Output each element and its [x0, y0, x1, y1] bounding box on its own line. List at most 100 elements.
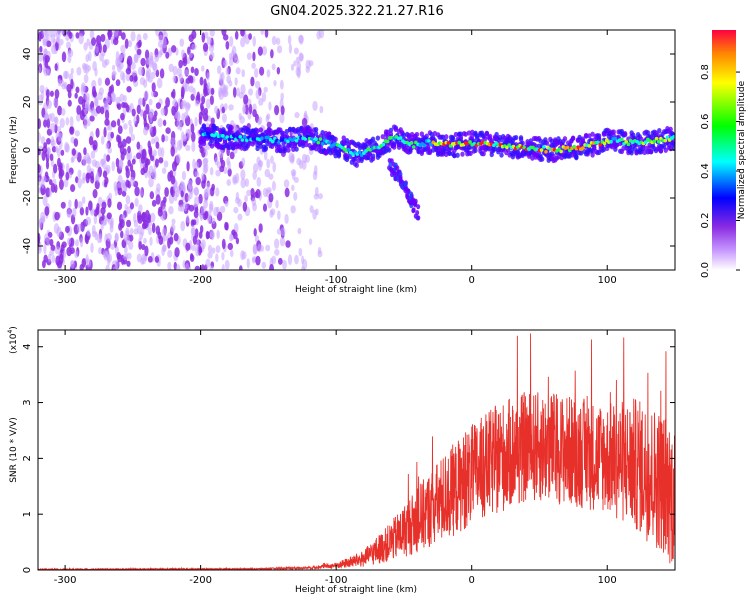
- ridge-mark: [320, 142, 325, 146]
- noise-speck: [141, 148, 147, 160]
- noise-speck: [136, 104, 141, 115]
- noise-speck: [276, 228, 282, 235]
- noise-speck: [194, 265, 201, 270]
- noise-speck: [139, 77, 146, 86]
- ridge-mark: [357, 150, 362, 155]
- noise-speck: [211, 217, 216, 225]
- noise-speck: [186, 215, 190, 224]
- noise-speck: [194, 161, 199, 170]
- noise-speck: [254, 67, 259, 78]
- x-tick-label: -300: [54, 275, 77, 286]
- noise-speck: [123, 95, 127, 102]
- noise-speck: [129, 75, 134, 82]
- noise-speck: [130, 31, 136, 42]
- noise-speck: [100, 135, 105, 145]
- noise-speck: [265, 114, 270, 123]
- noise-speck: [284, 213, 289, 225]
- noise-speck: [74, 92, 78, 99]
- noise-speck: [175, 153, 181, 164]
- noise-speck: [190, 227, 196, 236]
- y-tick-label: 40: [22, 48, 33, 61]
- noise-speck: [171, 218, 176, 225]
- noise-speck: [269, 210, 274, 218]
- noise-speck: [251, 62, 256, 69]
- noise-speck: [219, 205, 226, 213]
- noise-speck: [252, 51, 256, 62]
- noise-speck: [240, 177, 246, 189]
- band-mark: [452, 153, 457, 159]
- band-mark: [455, 152, 460, 158]
- noise-speck: [113, 181, 118, 192]
- noise-speck: [209, 30, 215, 37]
- noise-speck: [205, 258, 211, 268]
- ridge-mark: [409, 141, 414, 145]
- noise-speck: [115, 96, 121, 105]
- noise-speck: [99, 52, 104, 62]
- band-mark: [287, 126, 293, 133]
- noise-speck: [223, 59, 228, 68]
- noise-speck: [107, 217, 113, 225]
- noise-speck: [58, 179, 64, 190]
- noise-speck: [74, 250, 79, 259]
- noise-speck: [149, 112, 153, 124]
- noise-speck: [83, 74, 89, 84]
- noise-speck: [202, 42, 209, 53]
- noise-speck: [40, 211, 46, 223]
- noise-speck: [54, 89, 60, 99]
- band-mark: [583, 133, 589, 139]
- noise-speck: [43, 119, 48, 128]
- noise-speck: [92, 61, 97, 72]
- band-mark: [648, 149, 654, 155]
- noise-speck: [250, 76, 255, 87]
- band-mark: [380, 134, 385, 140]
- ridge-mark: [314, 137, 318, 141]
- noise-speck: [124, 38, 129, 49]
- noise-speck: [235, 67, 241, 75]
- noise-speck: [191, 131, 196, 143]
- noise-speck: [38, 51, 44, 62]
- noise-speck: [157, 146, 162, 157]
- noise-speck: [43, 113, 49, 121]
- colorbar-tick-label: 0.2: [700, 213, 711, 229]
- branch-mark: [388, 162, 393, 168]
- noise-speck: [240, 37, 246, 48]
- noise-speck: [175, 264, 181, 270]
- noise-speck: [243, 94, 249, 105]
- noise-speck: [101, 213, 105, 222]
- colorbar-tick-label: 0.0: [700, 262, 711, 278]
- noise-speck: [251, 198, 257, 207]
- snr-scale-base: (x10: [9, 333, 19, 354]
- band-mark: [294, 146, 299, 152]
- noise-speck: [137, 214, 143, 225]
- noise-speck: [182, 201, 188, 212]
- noise-speck: [240, 250, 245, 261]
- noise-speck: [56, 30, 61, 41]
- noise-speck: [209, 167, 214, 176]
- noise-speck: [252, 36, 257, 47]
- noise-speck: [122, 253, 129, 261]
- noise-speck: [194, 100, 200, 107]
- band-mark: [481, 151, 486, 157]
- ridge-mark: [205, 131, 210, 136]
- noise-speck: [142, 32, 148, 41]
- noise-speck: [241, 69, 245, 78]
- noise-speck: [221, 264, 225, 270]
- noise-speck: [255, 255, 261, 266]
- noise-speck: [252, 256, 256, 264]
- noise-speck: [139, 187, 144, 198]
- band-mark: [370, 136, 376, 142]
- noise-speck: [129, 227, 134, 235]
- noise-speck: [279, 113, 285, 124]
- noise-speck: [134, 197, 139, 207]
- noise-speck: [75, 86, 80, 94]
- noise-speck: [279, 79, 284, 90]
- noise-speck: [87, 118, 91, 127]
- band-mark: [237, 144, 242, 150]
- noise-speck: [110, 120, 117, 128]
- noise-speck: [120, 44, 126, 53]
- noise-speck: [301, 153, 308, 164]
- band-mark: [247, 128, 252, 134]
- noise-speck: [75, 32, 80, 39]
- noise-speck: [301, 117, 308, 127]
- noise-speck: [278, 257, 283, 265]
